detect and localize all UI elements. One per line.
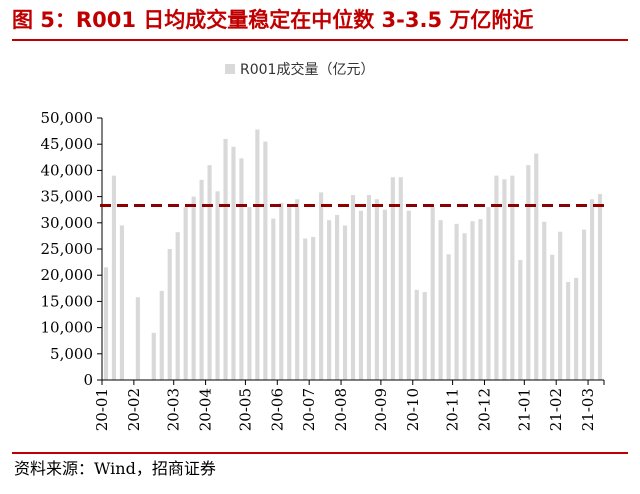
bar: [350, 195, 356, 380]
x-tick-label: 20-06: [268, 388, 286, 431]
bar: [589, 199, 595, 380]
y-tick-label: 15,000: [41, 292, 94, 310]
bar: [470, 221, 475, 380]
y-tick-label: 5,000: [50, 345, 93, 363]
y-tick-label: 0: [83, 371, 93, 389]
y-tick-label: 30,000: [41, 214, 94, 232]
bar: [494, 175, 499, 380]
bar: [231, 146, 236, 380]
bar: [366, 195, 372, 380]
bar: [382, 209, 387, 380]
legend: R001成交量（亿元）: [225, 61, 374, 78]
bar: [518, 260, 523, 380]
y-tick-label: 40,000: [41, 161, 94, 179]
bar: [582, 229, 587, 380]
bar: [422, 291, 427, 380]
x-tick-label: 20-02: [125, 388, 143, 431]
bar: [103, 267, 109, 380]
x-tick-label: 20-12: [475, 388, 493, 431]
x-tick-label: 20-10: [404, 388, 422, 431]
bar: [175, 232, 180, 380]
bar-series: [103, 129, 603, 380]
bar: [135, 297, 140, 380]
bar: [247, 207, 252, 380]
x-axis: 20-01 20-02 20-03 20-04 20-05 20-06 20-07 20-08…: [93, 379, 605, 431]
x-tick-label: 20-03: [165, 388, 183, 431]
x-tick-label: 20-07: [300, 388, 318, 431]
bar: [111, 175, 117, 380]
x-tick-label: 21-01: [515, 388, 533, 431]
bar: [279, 202, 284, 380]
bar: [334, 214, 340, 380]
x-tick-label: 20-01: [93, 388, 111, 431]
x-tick-label: 20-05: [236, 388, 254, 431]
bar-chart: R001成交量（亿元） 0 5,000 10,000 15,000 20,000 25,0…: [41, 61, 606, 431]
bar: [319, 192, 324, 380]
bar: [414, 289, 419, 380]
bar: [287, 207, 292, 380]
bar: [398, 177, 403, 380]
bar: [390, 177, 395, 380]
bar: [478, 219, 483, 380]
y-tick-label: 10,000: [41, 319, 94, 337]
x-tick-label: 20-11: [444, 388, 462, 431]
bar: [454, 223, 459, 380]
bar: [311, 236, 316, 380]
bar: [295, 199, 300, 380]
x-tick-label: 21-03: [579, 388, 597, 431]
source-note: 资料来源：Wind，招商证券: [14, 459, 216, 478]
bar: [167, 249, 172, 380]
bar: [502, 179, 507, 380]
y-tick-label: 20,000: [41, 266, 94, 284]
y-tick-label: 45,000: [41, 135, 94, 153]
bar: [342, 225, 348, 380]
bar: [526, 165, 531, 380]
x-tick-label: 20-08: [332, 388, 350, 431]
bar: [597, 193, 603, 380]
bar: [199, 179, 204, 380]
bar: [358, 210, 364, 380]
legend-swatch: [225, 64, 235, 74]
title-divider: [12, 39, 628, 41]
bar: [534, 153, 539, 380]
bar: [558, 231, 563, 380]
bar: [119, 225, 124, 380]
bar: [446, 254, 451, 380]
bar: [303, 238, 308, 380]
source-divider: [12, 452, 628, 454]
bar: [159, 290, 164, 380]
bar: [374, 199, 379, 380]
bar: [542, 221, 547, 380]
y-tick-label: 50,000: [41, 109, 94, 127]
bar: [327, 220, 332, 380]
bar: [207, 165, 212, 380]
bar: [438, 220, 443, 380]
figure-title: 图 5：R001 日均成交量稳定在中位数 3-3.5 万亿附近: [12, 8, 534, 32]
bar: [191, 196, 196, 380]
bar: [550, 254, 555, 380]
bar: [183, 207, 188, 380]
bar: [406, 210, 411, 380]
bar: [574, 277, 579, 380]
x-tick-label: 20-09: [372, 388, 390, 431]
bar: [430, 207, 435, 380]
bar: [486, 207, 491, 380]
bar: [215, 191, 220, 380]
x-tick-label: 20-04: [197, 388, 215, 431]
bar: [223, 138, 228, 380]
bar: [271, 218, 276, 380]
bar: [255, 129, 260, 380]
bar: [263, 141, 268, 380]
bar: [462, 233, 467, 380]
bar: [510, 175, 515, 380]
y-tick-label: 25,000: [41, 240, 94, 258]
bar: [566, 282, 571, 380]
y-axis: 0 5,000 10,000 15,000 20,000 25,000 30,000 35,0…: [41, 109, 103, 389]
bar: [239, 158, 244, 380]
legend-label: R001成交量（亿元）: [240, 61, 374, 78]
y-tick-label: 35,000: [41, 188, 94, 206]
bar: [151, 332, 156, 380]
x-tick-label: 21-02: [547, 388, 565, 431]
